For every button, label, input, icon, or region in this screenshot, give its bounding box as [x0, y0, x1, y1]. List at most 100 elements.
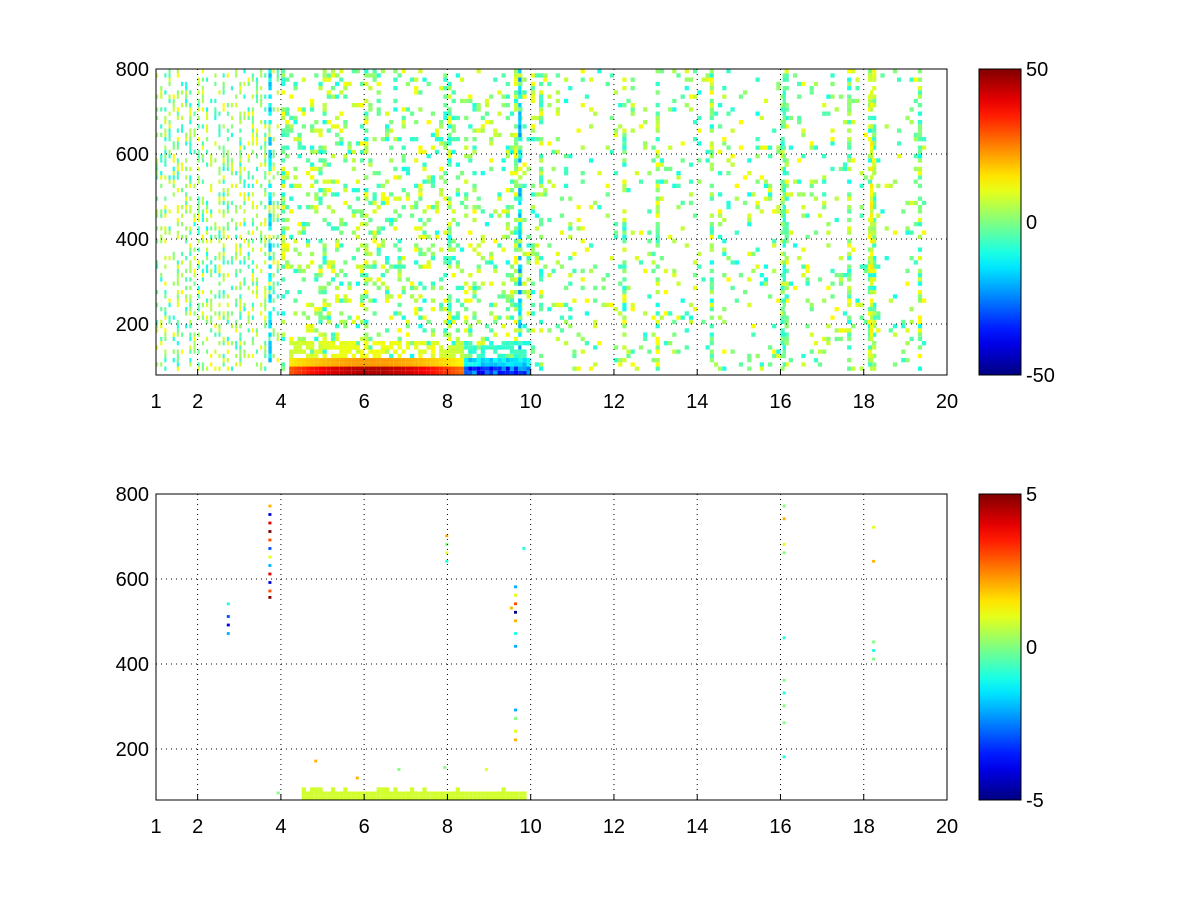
heatmap-cell	[809, 179, 814, 184]
heatmap-cell	[518, 86, 522, 91]
heatmap-cell	[289, 341, 294, 346]
heatmap-cell	[476, 353, 481, 359]
heatmap-cell	[847, 205, 852, 210]
heatmap-cell	[518, 362, 523, 367]
heatmap-cell	[301, 370, 306, 375]
heatmap-cell	[622, 230, 627, 235]
heatmap-cell	[534, 137, 539, 142]
heatmap-cell	[280, 171, 286, 176]
heatmap-cell	[314, 273, 319, 278]
heatmap-cell	[801, 154, 806, 159]
heatmap-cell	[214, 73, 217, 78]
heatmap-cell	[472, 205, 477, 210]
heatmap-cell	[447, 358, 452, 363]
heatmap-cell	[197, 77, 200, 82]
heatmap-cell	[613, 234, 619, 240]
heatmap-cell	[514, 353, 519, 359]
heatmap-cell	[330, 179, 336, 184]
heatmap-cell	[280, 73, 286, 78]
heatmap-cell	[397, 328, 402, 333]
heatmap-cell	[343, 86, 348, 91]
heatmap-cell	[301, 226, 306, 231]
heatmap-cell	[447, 247, 452, 252]
heatmap-cell	[917, 366, 923, 371]
heatmap-cell	[218, 179, 221, 184]
heatmap-cell	[872, 345, 877, 350]
heatmap-cell	[226, 302, 229, 308]
heatmap-cell	[193, 273, 196, 278]
heatmap-cell	[385, 791, 390, 796]
heatmap-cell	[297, 107, 302, 112]
heatmap-cell	[505, 154, 510, 159]
heatmap-cell	[197, 200, 200, 206]
heatmap-cell	[210, 307, 213, 312]
heatmap-cell	[447, 137, 452, 142]
heatmap-cell	[518, 332, 522, 337]
heatmap-cell	[364, 795, 369, 800]
heatmap-cell	[782, 273, 786, 278]
heatmap-cell	[813, 81, 818, 87]
heatmap-cell	[747, 358, 752, 363]
heatmap-cell	[264, 294, 267, 299]
heatmap-cell	[509, 341, 515, 346]
heatmap-cell	[655, 277, 660, 282]
heatmap-cell	[314, 311, 319, 316]
heatmap-cell	[264, 324, 267, 329]
heatmap-cell	[697, 90, 702, 95]
heatmap-cell	[464, 366, 469, 371]
heatmap-cell	[360, 358, 365, 363]
heatmap-cell	[782, 302, 786, 308]
heatmap-cell	[530, 349, 535, 354]
heatmap-cell	[297, 141, 302, 146]
heatmap-cell	[870, 188, 874, 193]
heatmap-cell	[397, 768, 401, 771]
heatmap-cell	[842, 120, 848, 125]
heatmap-cell	[176, 260, 179, 265]
heatmap-cell	[189, 179, 192, 184]
heatmap-cell	[776, 205, 781, 210]
heatmap-cell	[289, 370, 294, 375]
heatmap-cell	[310, 107, 315, 112]
heatmap-cell	[335, 132, 340, 138]
heatmap-cell	[351, 795, 356, 800]
heatmap-cell	[251, 222, 254, 227]
heatmap-cell	[197, 137, 200, 142]
heatmap-cell	[376, 277, 381, 282]
heatmap-cell	[884, 124, 889, 129]
heatmap-cell	[255, 137, 258, 142]
heatmap-cell	[901, 349, 906, 354]
heatmap-cell	[185, 81, 188, 87]
heatmap-cell	[380, 362, 385, 367]
heatmap-cell	[239, 285, 242, 291]
heatmap-cell	[214, 366, 217, 371]
heatmap-cell	[480, 256, 485, 261]
heatmap-cell	[817, 362, 823, 367]
heatmap-cell	[688, 302, 694, 308]
heatmap-cell	[218, 324, 221, 329]
heatmap-cell	[522, 341, 527, 346]
heatmap-cell	[872, 217, 877, 223]
heatmap-cell	[222, 358, 225, 363]
heatmap-cell	[676, 349, 681, 354]
heatmap-cell	[206, 137, 209, 142]
heatmap-cell	[747, 222, 752, 227]
heatmap-cell	[505, 791, 510, 796]
heatmap-cell	[160, 234, 163, 240]
heatmap-cell	[280, 251, 286, 257]
heatmap-cell	[530, 251, 535, 257]
heatmap-cell	[343, 124, 348, 129]
heatmap-cell	[393, 787, 398, 792]
heatmap-cell	[393, 196, 398, 201]
heatmap-cell	[680, 158, 685, 163]
heatmap-cell	[280, 111, 286, 116]
heatmap-cell	[393, 69, 398, 74]
heatmap-cell	[260, 98, 263, 104]
heatmap-cell	[870, 336, 874, 342]
heatmap-cell	[176, 294, 179, 299]
heatmap-cell	[264, 315, 267, 320]
heatmap-cell	[226, 149, 229, 155]
heatmap-cell	[301, 230, 306, 235]
heatmap-cell	[322, 260, 327, 265]
heatmap-cell	[251, 281, 254, 286]
heatmap-cell	[782, 115, 786, 121]
